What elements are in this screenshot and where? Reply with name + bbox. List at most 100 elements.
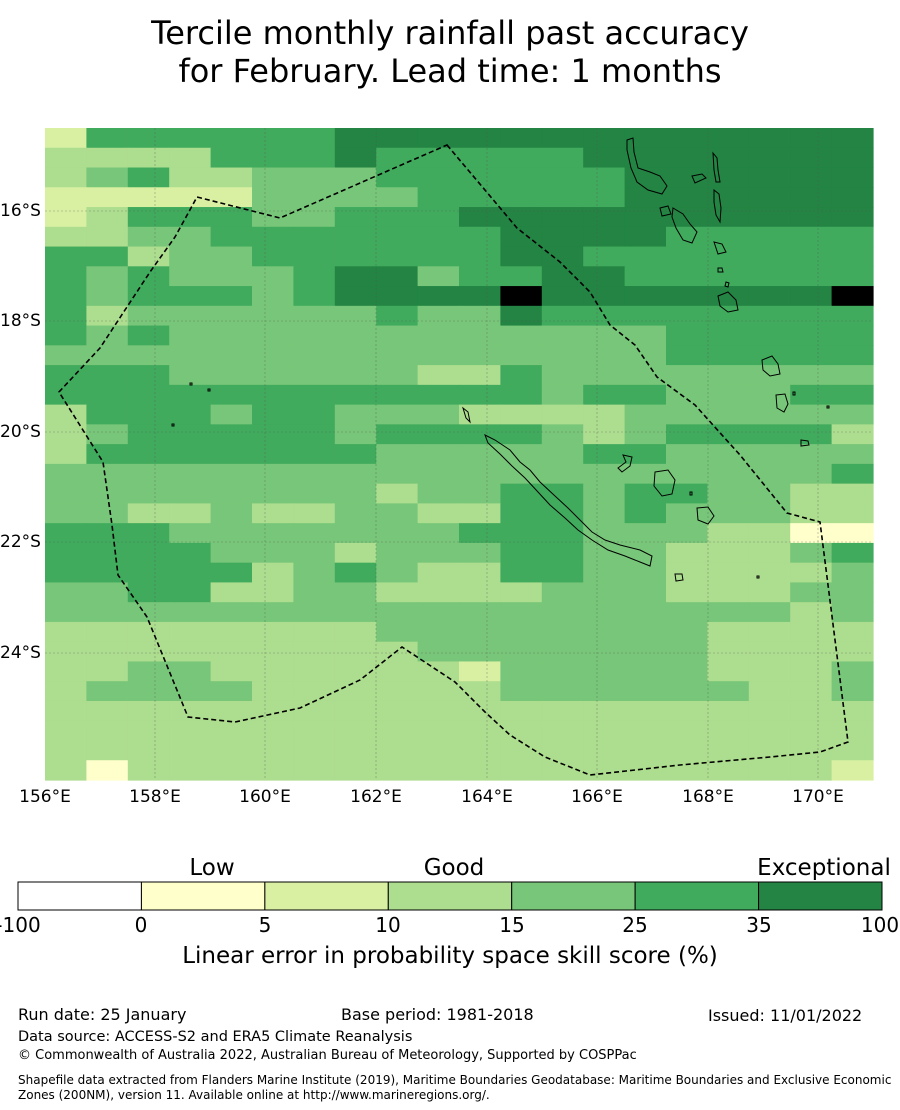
grid-cell [707,661,750,682]
grid-cell [748,444,791,465]
grid-cell [459,661,501,682]
grid-cell [45,246,87,267]
grid-cell [86,404,129,425]
grid-cell [541,740,584,761]
grid-cell [790,128,833,149]
grid-cell [790,562,833,584]
grid-cell [748,503,791,524]
grid-cell [376,266,419,287]
grid-cell [45,365,87,386]
grid-cell [748,483,791,504]
grid-cell [86,621,129,643]
grid-cell [541,720,584,742]
grid-cell [790,404,833,425]
grid-cell [748,424,791,445]
grid-cell [127,523,170,544]
grid-cell [252,207,294,228]
grid-cell [500,523,543,544]
grid-cell [376,424,419,445]
grid-cell [500,226,543,248]
grid-cell [293,325,336,346]
graticule [45,128,873,780]
grid-cell [169,207,212,228]
grid-cell [169,621,212,643]
island-tanna [775,393,789,413]
grid-cell [293,483,336,504]
colorbar-tick: 0 [134,913,148,937]
grid-cell [417,246,460,267]
grid-cell [86,503,129,524]
title-line-1: Tercile monthly rainfall past accuracy [151,14,749,52]
grid-cell [376,641,419,663]
grid-cell [583,661,626,682]
grid-cell [376,246,419,267]
grid-cell [127,483,170,504]
grid-cell [417,128,460,149]
grid-cell [376,681,419,702]
grid-cell [127,661,170,682]
grid-cell [748,602,791,623]
grid-cell [831,523,874,544]
grid-cell [790,384,833,406]
grid-cell [252,444,294,465]
grid-cell [293,345,336,366]
grid-cell [169,266,212,287]
grid-cell [169,562,212,584]
grid-cell [831,187,874,208]
grid-cell [831,700,874,722]
grid-cell [583,444,626,465]
grid-cell [86,562,129,584]
colorbar-tick: -100 [0,913,41,937]
grid-cell [666,483,708,504]
grid-cell [666,147,708,169]
grid-cell [417,167,460,188]
grid-cell [500,246,543,267]
colorbar-tick: 15 [499,913,525,937]
grid-cell [790,266,833,287]
grid-cell [376,542,419,564]
grid-cell [376,621,419,643]
grid-cell [252,128,294,149]
grid-cell [583,147,626,169]
grid-cell [293,760,336,781]
grid-cell [417,147,460,169]
grid-cell [169,582,212,603]
grid-cell [790,305,833,327]
colorbar-label: Linear error in probability space skill … [182,943,718,969]
grid-cell [252,760,294,781]
island-walpole [756,575,760,579]
grid-cell [459,345,501,366]
grid-cell [210,681,253,702]
grid-cell [583,720,626,742]
colorbar-tick: 25 [622,913,648,937]
grid-cell [252,720,294,742]
grid-cell [666,542,708,564]
grid-cell [583,286,626,307]
grid-cell [127,621,170,643]
grid-cell [334,207,377,228]
grid-cell [417,740,460,761]
shapefile-credit-1: Shapefile data extracted from Flanders M… [18,1073,892,1087]
grid-cell [666,582,708,603]
lon-label: 166°E [571,787,623,807]
grid-cell [127,384,170,406]
grid-cell [334,463,377,485]
grid-cell [86,286,129,307]
grid-cell [541,325,584,346]
grid-cell [666,305,708,327]
grid-cell [86,661,129,682]
grid-cell [252,681,294,702]
grid-cell [707,128,750,149]
colorbar-swatch [264,881,389,911]
grid-cell [417,424,460,445]
grid-cell [666,503,708,524]
grid-cell [790,602,833,623]
grid-cell [583,365,626,386]
grid-cell [293,286,336,307]
grid-cell [583,621,626,643]
grid-cell [293,661,336,682]
grid-cell [252,345,294,366]
grid-cell [500,187,543,208]
island-malakula [671,207,698,244]
grid-cell [45,345,87,366]
